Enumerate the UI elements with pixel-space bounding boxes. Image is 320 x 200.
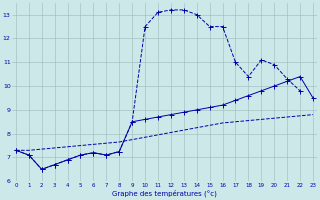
X-axis label: Graphe des températures (°c): Graphe des températures (°c) xyxy=(112,190,217,197)
